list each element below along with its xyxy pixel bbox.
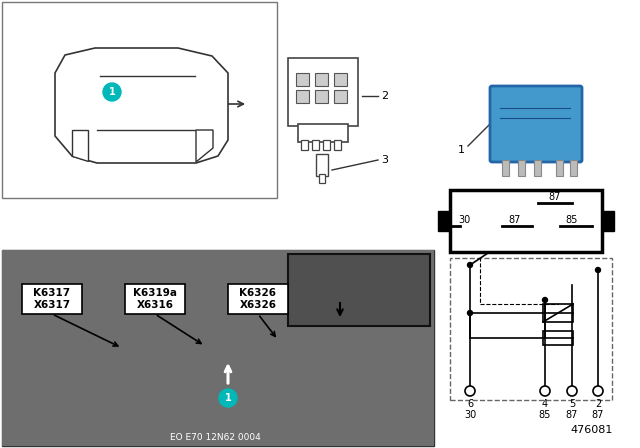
Text: 1: 1 <box>225 393 232 403</box>
Bar <box>543 304 573 322</box>
Text: 30: 30 <box>458 215 470 225</box>
Circle shape <box>467 263 472 267</box>
Text: 6: 6 <box>467 399 473 409</box>
Bar <box>319 174 325 183</box>
Bar <box>296 90 309 103</box>
Polygon shape <box>55 48 228 163</box>
Text: 476081: 476081 <box>571 425 613 435</box>
Bar <box>2 250 434 446</box>
FancyBboxPatch shape <box>125 284 185 314</box>
Bar <box>534 160 541 176</box>
Bar <box>556 160 563 176</box>
Circle shape <box>219 389 237 407</box>
Bar <box>334 73 347 86</box>
Bar <box>2 2 277 198</box>
Text: 87: 87 <box>592 410 604 420</box>
Text: 85: 85 <box>539 410 551 420</box>
Bar <box>296 73 309 86</box>
Text: 5: 5 <box>569 399 575 409</box>
Bar <box>602 211 614 231</box>
Circle shape <box>103 83 121 101</box>
FancyBboxPatch shape <box>490 86 582 162</box>
Text: 1: 1 <box>109 87 115 97</box>
Text: K6326
X6326: K6326 X6326 <box>239 288 276 310</box>
Bar <box>315 90 328 103</box>
Bar <box>2 250 434 446</box>
Bar <box>450 190 602 252</box>
Text: K6319a
X6316: K6319a X6316 <box>133 288 177 310</box>
Bar <box>315 73 328 86</box>
Bar <box>301 140 308 150</box>
Polygon shape <box>72 130 88 161</box>
Text: 2: 2 <box>381 91 388 101</box>
Text: 87: 87 <box>549 192 561 202</box>
Bar <box>450 258 612 400</box>
Bar <box>312 140 319 150</box>
Polygon shape <box>196 130 213 162</box>
Bar <box>570 160 577 176</box>
Bar <box>334 140 341 150</box>
Text: 85: 85 <box>566 215 578 225</box>
Circle shape <box>593 386 603 396</box>
Circle shape <box>567 386 577 396</box>
Bar <box>316 154 328 176</box>
FancyBboxPatch shape <box>228 284 288 314</box>
Bar <box>518 160 525 176</box>
Bar <box>543 331 573 345</box>
Bar <box>438 211 450 231</box>
Text: 87: 87 <box>509 215 521 225</box>
Text: 1: 1 <box>458 145 465 155</box>
Circle shape <box>543 297 547 302</box>
Text: 30: 30 <box>464 410 476 420</box>
Circle shape <box>540 386 550 396</box>
Text: EO E70 12N62 0004: EO E70 12N62 0004 <box>170 432 260 441</box>
Text: 2: 2 <box>595 399 601 409</box>
Text: 87: 87 <box>566 410 578 420</box>
FancyBboxPatch shape <box>22 284 82 314</box>
Circle shape <box>465 386 475 396</box>
Bar <box>298 124 348 142</box>
Bar <box>334 90 347 103</box>
Text: K6317
X6317: K6317 X6317 <box>33 288 70 310</box>
Bar <box>288 58 358 126</box>
Bar <box>288 254 430 326</box>
Bar <box>323 140 330 150</box>
Circle shape <box>595 267 600 272</box>
Text: 4: 4 <box>542 399 548 409</box>
Circle shape <box>467 310 472 315</box>
Text: 3: 3 <box>381 155 388 165</box>
Bar <box>502 160 509 176</box>
